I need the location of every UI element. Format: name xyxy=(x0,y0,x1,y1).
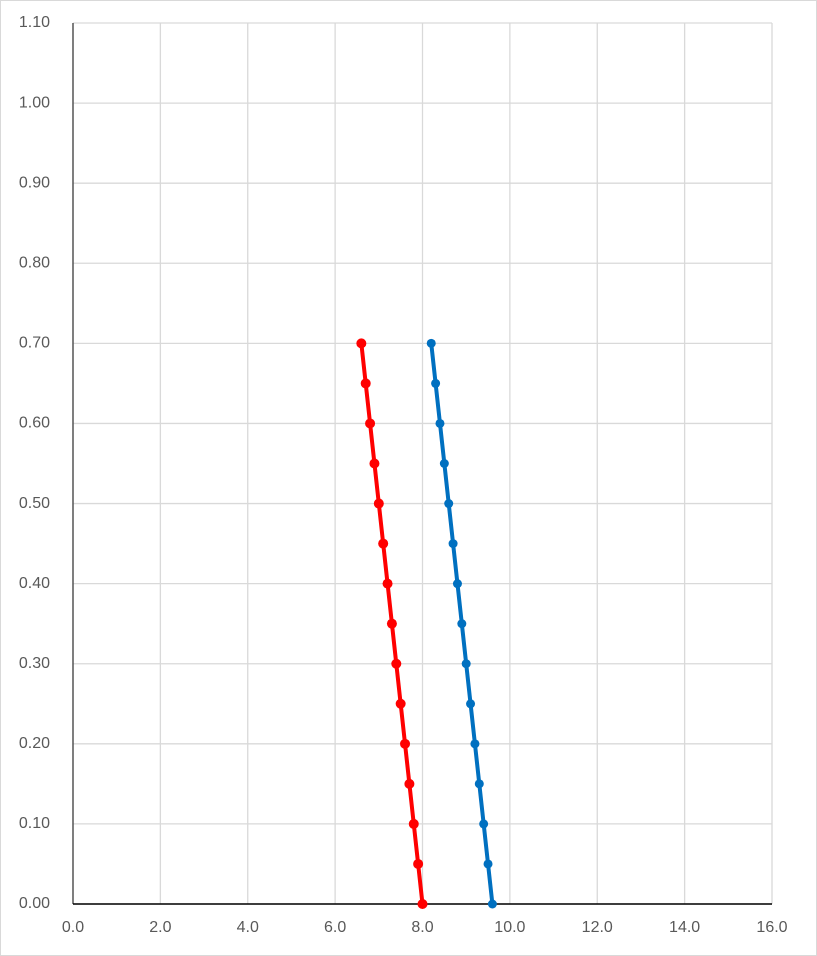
data-point xyxy=(466,699,476,709)
y-tick-label: 0.50 xyxy=(19,495,50,512)
y-tick-label: 1.10 xyxy=(19,14,50,31)
x-tick-label: 2.0 xyxy=(149,919,171,936)
data-point xyxy=(461,659,471,669)
data-point xyxy=(417,899,428,909)
data-point xyxy=(470,739,480,749)
x-tick-label: 0.0 xyxy=(62,919,84,936)
y-tick-label: 1.00 xyxy=(19,94,50,111)
data-point xyxy=(369,458,380,469)
data-point xyxy=(439,459,449,468)
y-tick-label: 0.40 xyxy=(19,575,50,592)
data-point xyxy=(382,578,393,589)
y-tick-label: 0.80 xyxy=(19,254,50,271)
data-point xyxy=(386,618,397,629)
x-tick-label: 10.0 xyxy=(494,919,525,936)
data-point xyxy=(404,778,415,789)
data-point xyxy=(474,779,484,789)
data-point xyxy=(365,418,376,429)
data-point xyxy=(431,378,441,388)
y-tick-label: 0.30 xyxy=(19,655,50,672)
data-point xyxy=(378,538,389,549)
data-point xyxy=(413,858,424,869)
data-point xyxy=(360,378,371,389)
y-tick-label: 0.70 xyxy=(19,335,50,352)
data-point xyxy=(356,338,367,349)
y-tick-label: 0.60 xyxy=(19,415,50,432)
data-point xyxy=(457,619,467,629)
data-point xyxy=(444,499,454,509)
data-point xyxy=(426,338,436,348)
data-point xyxy=(373,498,384,509)
data-point xyxy=(448,539,458,549)
y-tick-label: 0.00 xyxy=(19,895,50,912)
data-point xyxy=(395,698,406,709)
x-tick-label: 4.0 xyxy=(237,919,259,936)
y-tick-label: 0.20 xyxy=(19,735,50,752)
x-tick-label: 14.0 xyxy=(669,919,700,936)
data-point xyxy=(400,738,411,749)
data-point xyxy=(408,818,419,829)
x-tick-label: 16.0 xyxy=(756,919,787,936)
data-point xyxy=(483,859,493,869)
x-tick-label: 8.0 xyxy=(411,919,433,936)
data-point xyxy=(487,899,497,909)
x-tick-label: 6.0 xyxy=(324,919,346,936)
y-tick-label: 0.90 xyxy=(19,174,50,191)
data-point xyxy=(452,579,462,589)
data-point xyxy=(391,658,402,669)
data-point xyxy=(435,418,445,428)
x-tick-label: 12.0 xyxy=(582,919,613,936)
data-point xyxy=(479,819,489,829)
y-tick-label: 0.10 xyxy=(19,815,50,832)
